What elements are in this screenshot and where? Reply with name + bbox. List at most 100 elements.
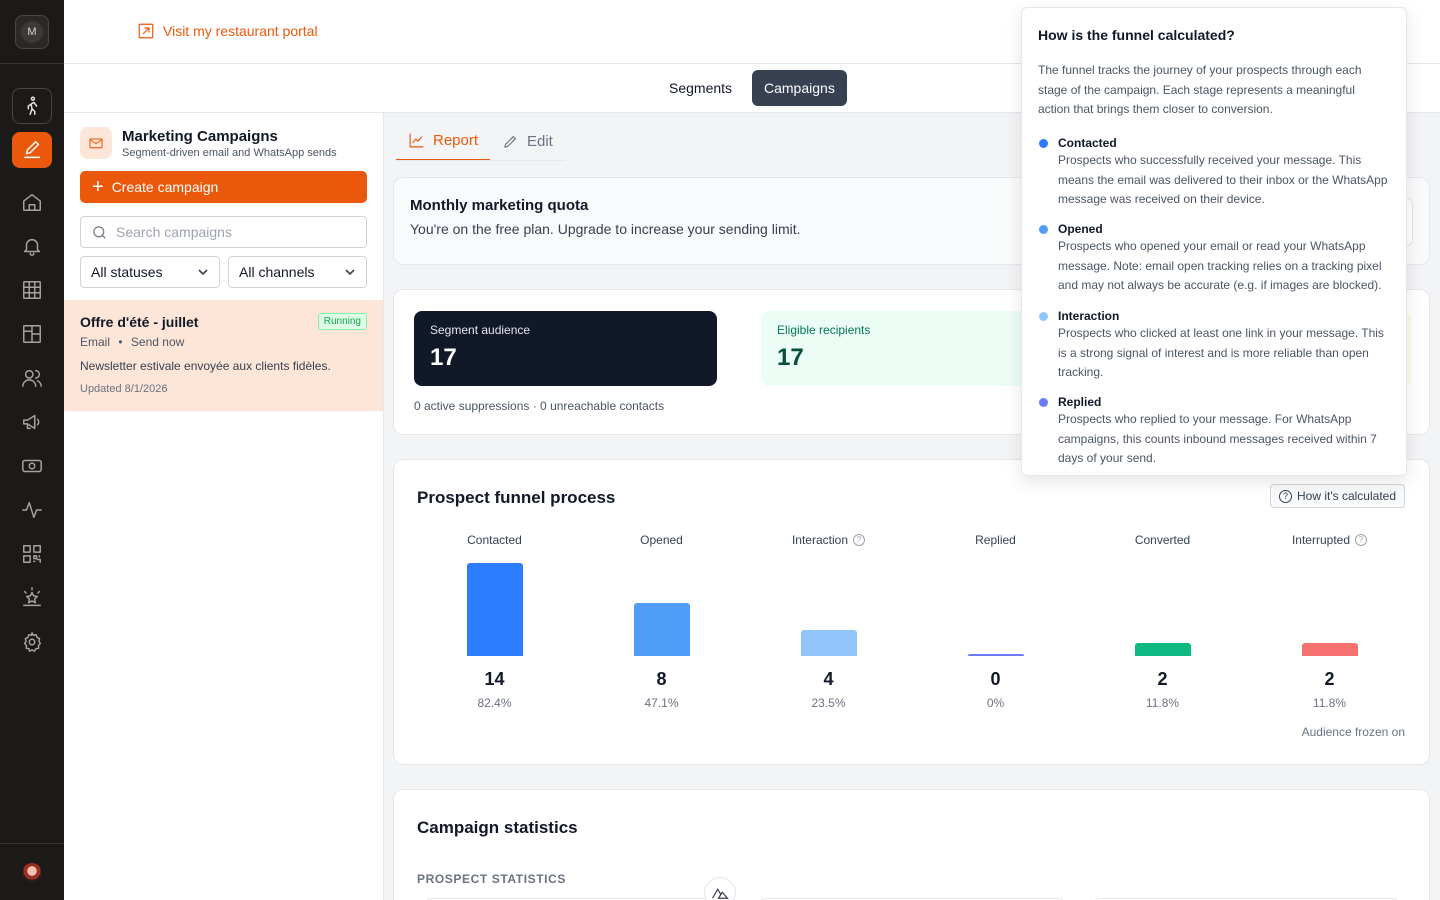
popover-item-name: Contacted: [1058, 136, 1117, 150]
popover-item-name: Replied: [1058, 395, 1102, 409]
help-icon[interactable]: ?: [853, 534, 866, 546]
stage-bar: [466, 563, 523, 656]
tab-report-label: Report: [433, 132, 479, 149]
campaign-list-item[interactable]: Offre d'été - juillet Running Email • Se…: [64, 300, 383, 411]
stage-bar-area: [912, 552, 1079, 656]
stage-percent: 11.8%: [1312, 696, 1347, 710]
eligible-recipients-label: Eligible recipients: [777, 323, 871, 337]
search-input[interactable]: [116, 224, 356, 240]
stage-bar: [800, 630, 857, 656]
quota-title: Monthly marketing quota: [410, 197, 589, 214]
interaction-dot: [1039, 312, 1048, 321]
grid-icon[interactable]: [12, 272, 52, 308]
home-icon[interactable]: [12, 184, 52, 220]
search-box: [80, 216, 367, 248]
replied-dot: [1039, 398, 1048, 407]
create-campaign-button[interactable]: + Create campaign: [80, 171, 367, 203]
user-avatar[interactable]: [22, 863, 42, 883]
rail-divider: [0, 843, 64, 844]
popover-item-contacted: Contacted Prospects who successfully rec…: [1038, 136, 1394, 210]
rail-divider: [0, 63, 64, 64]
stage-percent: 23.5%: [811, 696, 846, 710]
popover-item-text: Prospects who clicked at least one link …: [1058, 326, 1384, 379]
quota-description: You're on the free plan. Upgrade to incr…: [410, 221, 801, 237]
activity-icon[interactable]: [12, 492, 52, 528]
stage-label-text: Contacted: [467, 533, 522, 547]
campaigns-list-panel: Marketing Campaigns Segment-driven email…: [64, 113, 384, 900]
stage-value: 4: [823, 669, 834, 689]
workspace-avatar[interactable]: M: [15, 15, 49, 49]
segment-audience-label: Segment audience: [430, 323, 531, 337]
funnel-stage: Replied 0 0%: [912, 532, 1079, 710]
stage-percent: 0%: [986, 696, 1005, 710]
help-icon[interactable]: ?: [1355, 534, 1368, 546]
tab-report[interactable]: Report: [396, 122, 491, 161]
stage-label-text: Interaction: [791, 533, 849, 547]
stage-value: 14: [484, 669, 505, 689]
popover-item-interaction: Interaction Prospects who clicked at lea…: [1038, 309, 1394, 383]
stage-value: 2: [1157, 669, 1168, 689]
segment-audience-value: 17: [430, 344, 457, 371]
bell-icon[interactable]: [12, 228, 52, 264]
nuxt-logo-icon[interactable]: [704, 877, 736, 900]
qr-code-icon[interactable]: [12, 536, 52, 572]
megaphone-icon[interactable]: [12, 404, 52, 440]
how-calculated-button[interactable]: ? How it's calculated: [1270, 484, 1405, 508]
settings-icon[interactable]: [12, 624, 52, 660]
stage-label-text: Interrupted: [1291, 533, 1351, 547]
tab-campaigns[interactable]: Campaigns: [752, 70, 847, 106]
campaign-title: Offre d'été - juillet: [80, 314, 199, 330]
funnel-title: Prospect funnel process: [417, 488, 616, 507]
walk-icon[interactable]: [12, 88, 52, 124]
audience-footer: 0 active suppressions · 0 unreachable co…: [414, 399, 665, 413]
restaurant-portal-link[interactable]: Visit my restaurant portal: [137, 22, 318, 40]
star-icon[interactable]: [12, 580, 52, 616]
how-calculated-label: How it's calculated: [1297, 489, 1396, 503]
stage-bar: [633, 603, 690, 656]
tabs-underline: [396, 160, 566, 161]
stage-bar-area: [1079, 552, 1246, 656]
stage-label: Contacted: [411, 532, 578, 548]
stage-label: Replied: [912, 532, 1079, 548]
panel-header: Marketing Campaigns Segment-driven email…: [80, 127, 337, 159]
stage-label: Interrupted?: [1246, 532, 1413, 548]
segment-audience-stat: Segment audience 17: [414, 311, 717, 386]
edit-icon[interactable]: [12, 132, 52, 168]
tab-edit[interactable]: Edit: [490, 122, 565, 161]
stage-bar-area: [745, 552, 912, 656]
campaign-description: Newsletter estivale envoyée aux clients …: [80, 359, 331, 373]
popover-item-name: Interaction: [1058, 309, 1120, 323]
status-filter-value: All statuses: [91, 264, 163, 280]
status-filter[interactable]: All statuses: [80, 256, 220, 288]
tab-segments[interactable]: Segments: [669, 80, 733, 96]
stage-bar: [1301, 643, 1358, 656]
funnel-stage: Opened 8 47.1%: [578, 532, 745, 710]
stage-value: 0: [990, 669, 1001, 689]
funnel-help-popover: How is the funnel calculated? The funnel…: [1021, 7, 1407, 476]
stage-label: Converted: [1079, 532, 1246, 548]
mail-icon: [80, 127, 112, 159]
campaign-updated: Updated 8/1/2026: [80, 383, 168, 395]
portal-link-label: Visit my restaurant portal: [163, 23, 318, 39]
stage-bar-area: [411, 552, 578, 656]
users-icon[interactable]: [12, 360, 52, 396]
external-link-icon: [138, 23, 154, 39]
stage-percent: 82.4%: [477, 696, 512, 710]
money-icon[interactable]: [12, 448, 52, 484]
statistics-title: Campaign statistics: [417, 818, 578, 837]
popover-item-name: Opened: [1058, 222, 1103, 236]
campaign-schedule: Send now: [130, 335, 185, 349]
stage-label-text: Converted: [1134, 533, 1191, 547]
layout-icon[interactable]: [12, 316, 52, 352]
funnel-stage: Contacted 14 82.4%: [411, 532, 578, 710]
channel-filter[interactable]: All channels: [228, 256, 367, 288]
workspace-initial: M: [21, 21, 43, 43]
funnel-card: Prospect funnel process ? How it's calcu…: [393, 459, 1430, 765]
plus-icon: +: [92, 176, 104, 198]
stage-label-text: Opened: [640, 533, 683, 547]
popover-item-opened: Opened Prospects who opened your email o…: [1038, 222, 1394, 296]
channel-filter-value: All channels: [239, 264, 315, 280]
meta-separator: •: [118, 335, 123, 349]
contacted-dot: [1039, 139, 1048, 148]
popover-item-replied: Replied Prospects who replied to your me…: [1038, 395, 1394, 469]
